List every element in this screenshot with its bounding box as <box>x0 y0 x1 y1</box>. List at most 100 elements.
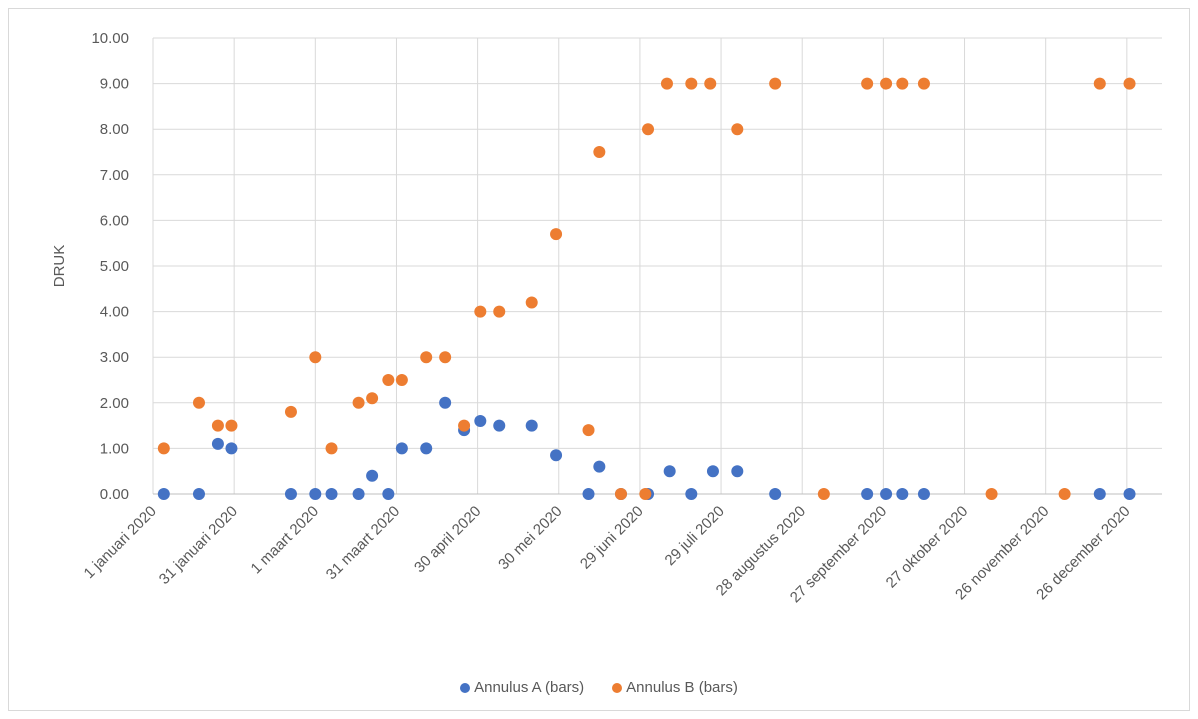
y-axis-tick-labels: 0.00 1.00 2.00 3.00 4.00 5.00 6.00 7.00 8.00 9.00… <box>91 30 129 503</box>
y-tick-label: 0.00 <box>100 486 129 503</box>
x-tick-label: 29 juli 2020 <box>662 503 728 569</box>
y-tick-label: 10.00 <box>91 30 129 47</box>
data-point <box>1093 77 1106 90</box>
data-point <box>582 424 595 437</box>
y-tick-label: 2.00 <box>100 395 129 412</box>
data-point <box>325 488 338 500</box>
data-point <box>1058 488 1071 500</box>
y-tick-label: 1.00 <box>100 440 129 457</box>
data-point <box>525 296 538 309</box>
legend-marker-icon <box>612 682 623 693</box>
data-series <box>157 77 1136 500</box>
data-point <box>382 488 395 500</box>
data-point <box>1123 488 1136 500</box>
data-point <box>917 77 930 90</box>
legend-item: Annulus B (bars) <box>612 679 738 696</box>
data-point <box>1093 488 1106 500</box>
data-point <box>225 419 238 432</box>
data-point <box>614 488 627 500</box>
data-point <box>861 488 874 500</box>
data-point <box>685 488 698 500</box>
x-tick-label: 28 augustus 2020 <box>713 503 809 599</box>
y-tick-label: 3.00 <box>100 349 129 366</box>
legend-item: Annulus A (bars) <box>460 679 584 696</box>
y-axis-title: DRUK <box>51 245 68 288</box>
data-point <box>420 351 433 364</box>
data-point <box>192 396 205 409</box>
data-point <box>896 77 909 90</box>
data-point <box>525 419 538 432</box>
data-point <box>896 488 909 500</box>
y-tick-label: 4.00 <box>100 304 129 321</box>
data-point <box>917 488 930 500</box>
data-point <box>582 488 595 500</box>
data-point <box>420 442 433 455</box>
data-point <box>325 442 338 455</box>
data-point <box>352 396 365 409</box>
data-point <box>157 488 170 500</box>
data-point <box>211 419 224 432</box>
data-point <box>769 77 782 90</box>
data-point <box>769 488 782 500</box>
y-tick-label: 8.00 <box>100 121 129 138</box>
data-point <box>157 442 170 455</box>
data-point <box>550 449 563 462</box>
data-point <box>395 442 408 455</box>
data-point <box>861 77 874 90</box>
data-point <box>1123 77 1136 90</box>
data-point <box>211 437 224 450</box>
data-point <box>663 465 676 478</box>
x-tick-label: 31 maart 2020 <box>323 503 403 583</box>
data-point <box>284 488 297 500</box>
x-tick-label: 1 januari 2020 <box>81 503 160 582</box>
gridlines <box>152 37 1162 494</box>
y-tick-label: 5.00 <box>100 258 129 275</box>
y-tick-label: 7.00 <box>100 167 129 184</box>
x-tick-label: 30 april 2020 <box>411 503 484 576</box>
legend-label: Annulus B (bars) <box>626 679 738 696</box>
data-point <box>550 228 563 241</box>
x-tick-label: 31 januari 2020 <box>156 503 241 588</box>
data-point <box>309 351 322 364</box>
data-point <box>593 460 606 473</box>
data-point <box>225 442 238 455</box>
data-point <box>685 77 698 90</box>
data-point <box>352 488 365 500</box>
data-point <box>706 465 719 478</box>
data-point <box>474 415 487 428</box>
data-point <box>366 469 379 482</box>
data-point <box>309 488 322 500</box>
series-annulus-b <box>157 77 1136 500</box>
data-point <box>880 77 893 90</box>
data-point <box>593 146 606 158</box>
data-point <box>458 419 471 432</box>
x-tick-label: 1 maart 2020 <box>248 503 323 578</box>
data-point <box>985 488 998 500</box>
data-point <box>192 488 205 500</box>
y-tick-label: 6.00 <box>100 212 129 229</box>
legend-marker-icon <box>460 682 471 693</box>
data-point <box>439 351 452 364</box>
data-point <box>704 77 717 90</box>
data-point <box>880 488 893 500</box>
x-tick-label: 29 juni 2020 <box>577 503 647 573</box>
data-point <box>639 488 652 500</box>
data-point <box>395 374 408 386</box>
legend-label: Annulus A (bars) <box>474 679 585 696</box>
data-point <box>642 123 655 136</box>
data-point <box>382 374 395 386</box>
data-point <box>731 123 744 136</box>
data-point <box>284 405 297 418</box>
legend: Annulus A (bars) Annulus B (bars) <box>0 679 1198 697</box>
chart-frame <box>8 8 1190 711</box>
x-tick-label: 27 oktober 2020 <box>883 503 972 592</box>
x-tick-label: 30 mei 2020 <box>495 503 565 573</box>
data-point <box>474 305 487 318</box>
data-point <box>817 488 830 500</box>
data-point <box>493 419 506 432</box>
data-point <box>493 305 506 318</box>
data-point <box>366 392 379 405</box>
data-point <box>731 465 744 478</box>
